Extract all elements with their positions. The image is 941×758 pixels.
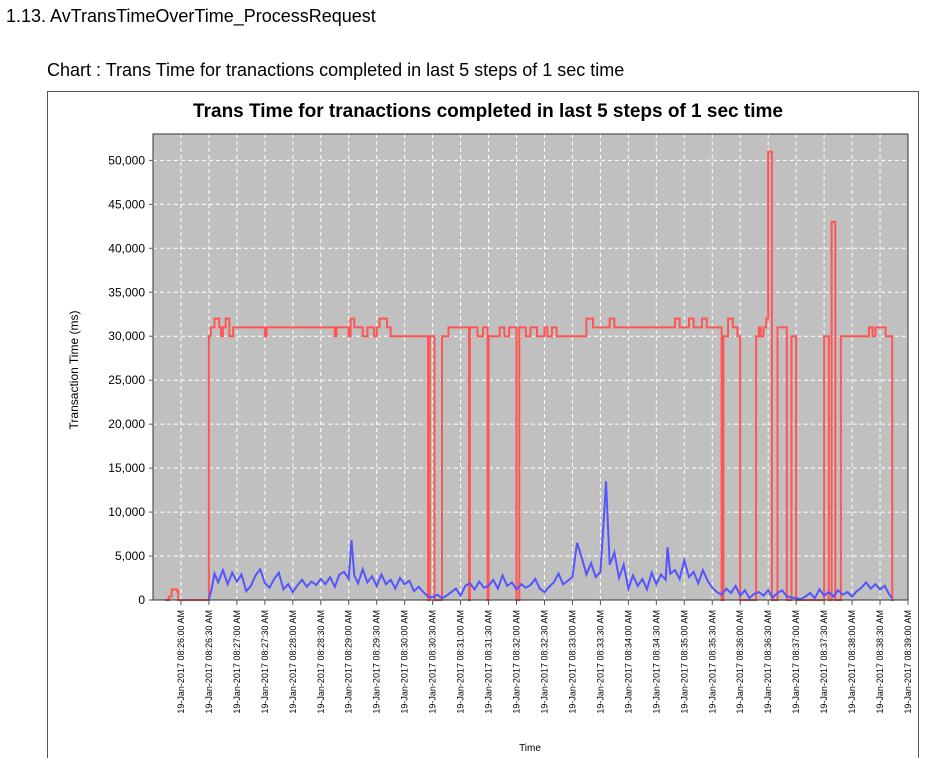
y-tick-label: 0 — [138, 593, 145, 607]
x-tick-label: 19-Jan-2017 08:31:30 AM — [484, 610, 494, 714]
x-tick-label: 19-Jan-2017 08:38:30 AM — [875, 610, 885, 714]
x-tick-label: 19-Jan-2017 08:29:30 AM — [372, 610, 382, 714]
series-line-1 — [165, 150, 894, 601]
x-tick-label: 19-Jan-2017 08:38:00 AM — [847, 610, 857, 714]
y-tick-label: 35,000 — [108, 285, 145, 299]
y-axis-label: Transaction Time (ms) — [67, 311, 81, 430]
y-tick-label: 10,000 — [108, 505, 145, 519]
series-layer — [165, 150, 894, 601]
y-tick-label: 50,000 — [108, 153, 145, 167]
y-tick-label: 40,000 — [108, 241, 145, 255]
series-line-2 — [207, 481, 893, 601]
x-tick-label: 19-Jan-2017 08:28:30 AM — [316, 610, 326, 714]
x-tick-label: 19-Jan-2017 08:33:30 AM — [595, 610, 605, 714]
chart-title: Trans Time for tranactions completed in … — [193, 101, 783, 122]
x-axis-ticks: 19-Jan-2017 08:26:00 AM 19-Jan-2017 08:26… — [176, 600, 913, 714]
x-tick-label: 19-Jan-2017 08:26:00 AM — [176, 610, 186, 714]
y-tick-label: 15,000 — [108, 461, 145, 475]
x-tick-label: 19-Jan-2017 08:35:00 AM — [679, 610, 689, 714]
chart-caption: Chart : Trans Time for tranactions compl… — [47, 60, 625, 80]
x-tick-label: 19-Jan-2017 08:34:30 AM — [651, 610, 661, 714]
x-tick-label: 19-Jan-2017 08:33:00 AM — [567, 610, 577, 714]
x-tick-label: 19-Jan-2017 08:30:00 AM — [400, 610, 410, 714]
x-tick-label: 19-Jan-2017 08:34:00 AM — [623, 610, 633, 714]
x-tick-label: 19-Jan-2017 08:39:00 AM — [903, 610, 913, 714]
y-tick-label: 25,000 — [108, 373, 145, 387]
x-tick-label: 19-Jan-2017 08:27:00 AM — [232, 610, 242, 714]
axes — [152, 133, 909, 601]
x-tick-label: 19-Jan-2017 08:35:30 AM — [707, 610, 717, 714]
x-tick-label: 19-Jan-2017 08:36:00 AM — [735, 610, 745, 714]
plot-area — [153, 134, 908, 600]
x-tick-label: 19-Jan-2017 08:30:30 AM — [428, 610, 438, 714]
x-tick-label: 19-Jan-2017 08:37:00 AM — [791, 610, 801, 714]
x-tick-label: 19-Jan-2017 08:26:30 AM — [204, 610, 214, 714]
y-tick-label: 30,000 — [108, 329, 145, 343]
y-tick-label: 20,000 — [108, 417, 145, 431]
x-tick-label: 19-Jan-2017 08:32:30 AM — [539, 610, 549, 714]
x-tick-label: 19-Jan-2017 08:32:00 AM — [512, 610, 522, 714]
plot-border — [152, 133, 909, 601]
x-tick-label: 19-Jan-2017 08:31:00 AM — [456, 610, 466, 714]
x-tick-label: 19-Jan-2017 08:27:30 AM — [260, 610, 270, 714]
x-tick-label: 19-Jan-2017 08:36:30 AM — [763, 610, 773, 714]
y-tick-label: 45,000 — [108, 197, 145, 211]
y-axis-ticks: 0 5,000 10,000 15,000 20,000 25,000 30,000 35,0… — [108, 153, 153, 607]
x-tick-label: 19-Jan-2017 08:37:30 AM — [819, 610, 829, 714]
y-tick-label: 5,000 — [115, 549, 145, 563]
x-tick-label: 19-Jan-2017 08:29:00 AM — [344, 610, 354, 714]
x-tick-label: 19-Jan-2017 08:28:00 AM — [288, 610, 298, 714]
x-axis-label: Time — [519, 743, 541, 754]
section-heading: 1.13. AvTransTimeOverTime_ProcessRequest — [6, 6, 376, 26]
